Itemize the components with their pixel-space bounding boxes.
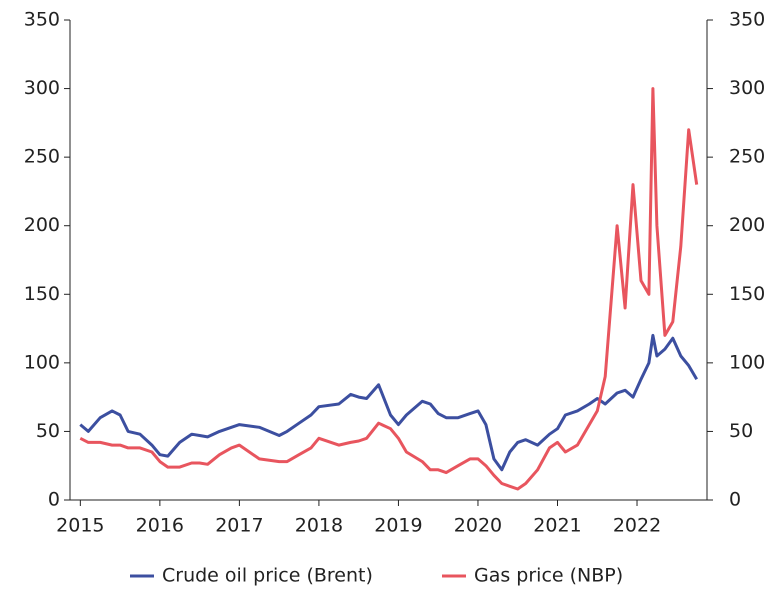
y-tick-label: 350 [24, 9, 60, 31]
line-series [79, 333, 698, 472]
y2-tick-label: 0 [729, 489, 741, 511]
y2-tick-label: 100 [729, 351, 765, 373]
y2-tick-label: 200 [729, 214, 765, 236]
x-tick-label: 2018 [295, 515, 343, 537]
legend-label: Gas price (NBP) [474, 565, 623, 587]
x-tick-label: 2015 [56, 515, 104, 537]
y-tick-label: 100 [24, 351, 60, 373]
x-tick-label: 2019 [374, 515, 422, 537]
y-tick-label: 0 [48, 489, 60, 511]
y-tick-label: 250 [24, 146, 60, 168]
line-series [79, 87, 699, 491]
y-tick-label: 50 [36, 420, 60, 442]
x-tick-label: 2022 [613, 515, 661, 537]
y2-tick-label: 350 [729, 9, 765, 31]
x-tick-label: 2021 [533, 515, 581, 537]
x-tick-label: 2020 [454, 515, 502, 537]
y2-tick-label: 150 [729, 283, 765, 305]
y-tick-label: 150 [24, 283, 60, 305]
y-tick-label: 200 [24, 214, 60, 236]
y2-tick-label: 300 [729, 77, 765, 99]
x-tick-label: 2017 [215, 515, 263, 537]
y2-tick-label: 250 [729, 146, 765, 168]
legend-label: Crude oil price (Brent) [162, 565, 373, 587]
y-tick-label: 300 [24, 77, 60, 99]
y2-tick-label: 50 [729, 420, 753, 442]
x-tick-label: 2016 [136, 515, 184, 537]
